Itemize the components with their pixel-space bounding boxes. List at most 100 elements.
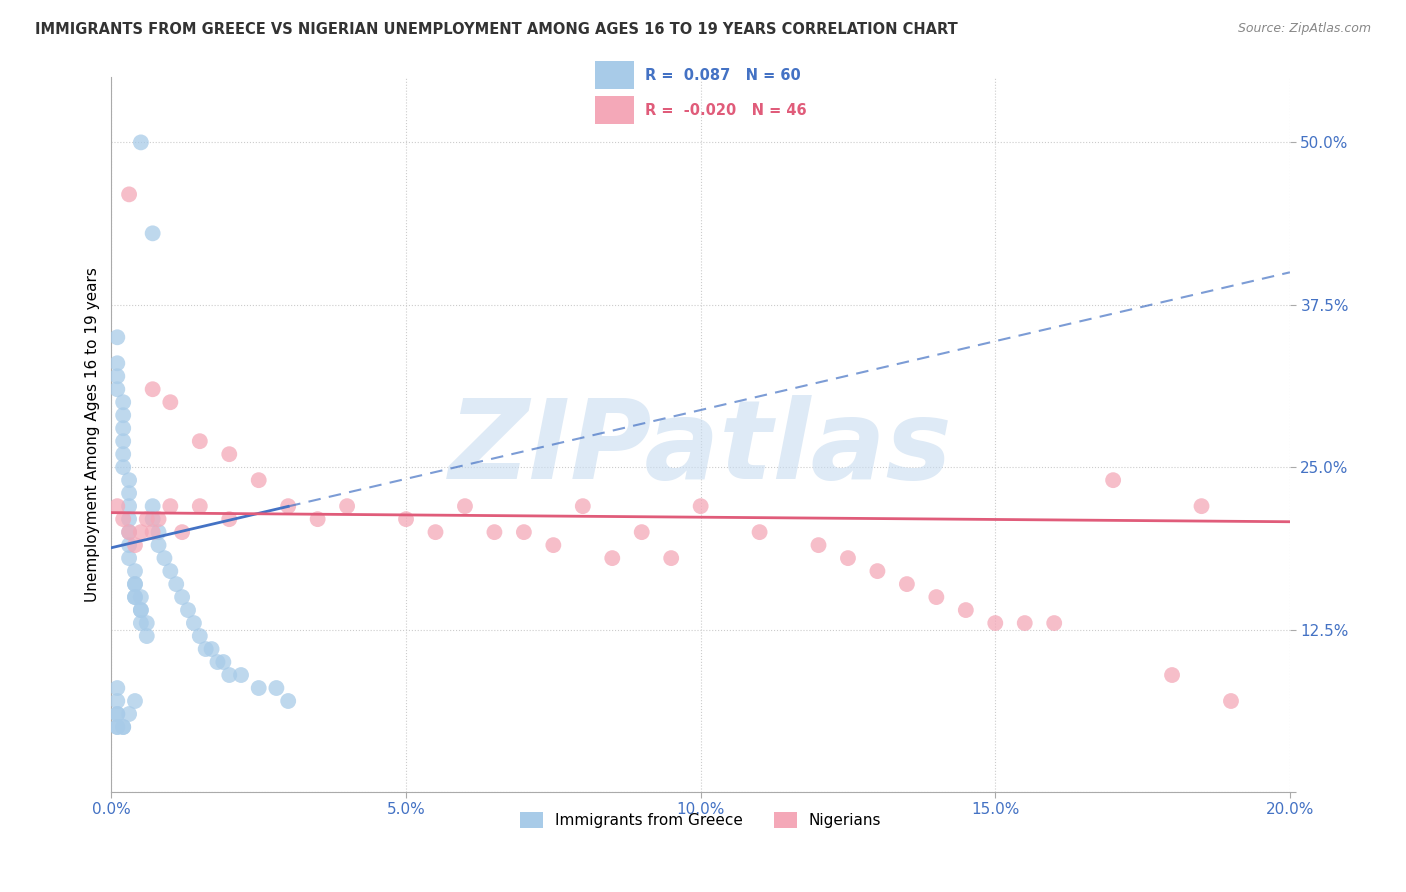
Point bbox=[218, 447, 240, 461]
Point bbox=[135, 629, 157, 643]
Point bbox=[218, 512, 240, 526]
Point bbox=[1220, 694, 1243, 708]
Point bbox=[142, 512, 165, 526]
Point bbox=[153, 551, 176, 566]
Point bbox=[129, 525, 152, 540]
Point bbox=[105, 330, 128, 344]
Point bbox=[484, 525, 506, 540]
Point bbox=[112, 512, 135, 526]
Point bbox=[159, 395, 181, 409]
Point bbox=[172, 590, 194, 604]
Point bbox=[105, 720, 128, 734]
Point bbox=[1043, 616, 1066, 631]
Text: Source: ZipAtlas.com: Source: ZipAtlas.com bbox=[1237, 22, 1371, 36]
Point bbox=[1161, 668, 1184, 682]
Point bbox=[105, 706, 128, 721]
Point bbox=[118, 525, 141, 540]
Point bbox=[395, 512, 418, 526]
Point bbox=[129, 136, 152, 150]
Point bbox=[188, 434, 211, 449]
Point bbox=[112, 421, 135, 435]
Legend: Immigrants from Greece, Nigerians: Immigrants from Greece, Nigerians bbox=[515, 806, 887, 834]
Point bbox=[207, 655, 229, 669]
Point bbox=[118, 512, 141, 526]
Point bbox=[630, 525, 652, 540]
Point bbox=[124, 564, 146, 578]
Point bbox=[124, 694, 146, 708]
Point bbox=[105, 369, 128, 384]
Point bbox=[425, 525, 447, 540]
Point bbox=[837, 551, 859, 566]
Point bbox=[247, 473, 270, 487]
Point bbox=[105, 499, 128, 513]
Point bbox=[118, 706, 141, 721]
Point bbox=[118, 486, 141, 500]
Point bbox=[105, 356, 128, 370]
Text: ZIPatlas: ZIPatlas bbox=[449, 395, 952, 502]
Point bbox=[148, 525, 170, 540]
Point bbox=[277, 694, 299, 708]
Point bbox=[218, 668, 240, 682]
Point bbox=[984, 616, 1007, 631]
Point bbox=[112, 434, 135, 449]
Point bbox=[1102, 473, 1125, 487]
Point bbox=[112, 720, 135, 734]
Point bbox=[142, 227, 165, 241]
Text: R =  0.087   N = 60: R = 0.087 N = 60 bbox=[645, 68, 801, 83]
Point bbox=[172, 525, 194, 540]
Point bbox=[572, 499, 595, 513]
Point bbox=[135, 616, 157, 631]
Point bbox=[689, 499, 711, 513]
Point bbox=[105, 694, 128, 708]
Point bbox=[266, 681, 288, 695]
Point bbox=[188, 629, 211, 643]
Point bbox=[955, 603, 977, 617]
Point bbox=[177, 603, 200, 617]
Point bbox=[200, 642, 222, 657]
Point bbox=[118, 473, 141, 487]
Point bbox=[118, 187, 141, 202]
Point bbox=[112, 447, 135, 461]
Point bbox=[659, 551, 682, 566]
Point bbox=[142, 499, 165, 513]
Point bbox=[129, 603, 152, 617]
Point bbox=[159, 499, 181, 513]
Bar bbox=[595, 62, 634, 89]
Point bbox=[748, 525, 770, 540]
Point bbox=[183, 616, 205, 631]
Point bbox=[105, 681, 128, 695]
Text: R =  -0.020   N = 46: R = -0.020 N = 46 bbox=[645, 103, 807, 118]
Point bbox=[925, 590, 948, 604]
Point bbox=[129, 616, 152, 631]
Point bbox=[543, 538, 565, 552]
Point bbox=[135, 512, 157, 526]
Point bbox=[896, 577, 918, 591]
Point bbox=[105, 720, 128, 734]
Point bbox=[188, 499, 211, 513]
Bar bbox=[595, 96, 634, 124]
Point bbox=[159, 564, 181, 578]
Point bbox=[118, 499, 141, 513]
Point bbox=[124, 577, 146, 591]
Point bbox=[148, 538, 170, 552]
Text: IMMIGRANTS FROM GREECE VS NIGERIAN UNEMPLOYMENT AMONG AGES 16 TO 19 YEARS CORREL: IMMIGRANTS FROM GREECE VS NIGERIAN UNEMP… bbox=[35, 22, 957, 37]
Point bbox=[1014, 616, 1036, 631]
Point bbox=[112, 720, 135, 734]
Point bbox=[194, 642, 217, 657]
Point bbox=[142, 525, 165, 540]
Point bbox=[112, 408, 135, 422]
Point bbox=[105, 706, 128, 721]
Point bbox=[124, 590, 146, 604]
Y-axis label: Unemployment Among Ages 16 to 19 years: Unemployment Among Ages 16 to 19 years bbox=[86, 268, 100, 602]
Point bbox=[1191, 499, 1213, 513]
Point bbox=[118, 525, 141, 540]
Point bbox=[277, 499, 299, 513]
Point bbox=[112, 395, 135, 409]
Point bbox=[105, 382, 128, 396]
Point bbox=[124, 590, 146, 604]
Point bbox=[866, 564, 889, 578]
Point bbox=[112, 460, 135, 475]
Point bbox=[165, 577, 187, 591]
Point bbox=[454, 499, 477, 513]
Point bbox=[229, 668, 252, 682]
